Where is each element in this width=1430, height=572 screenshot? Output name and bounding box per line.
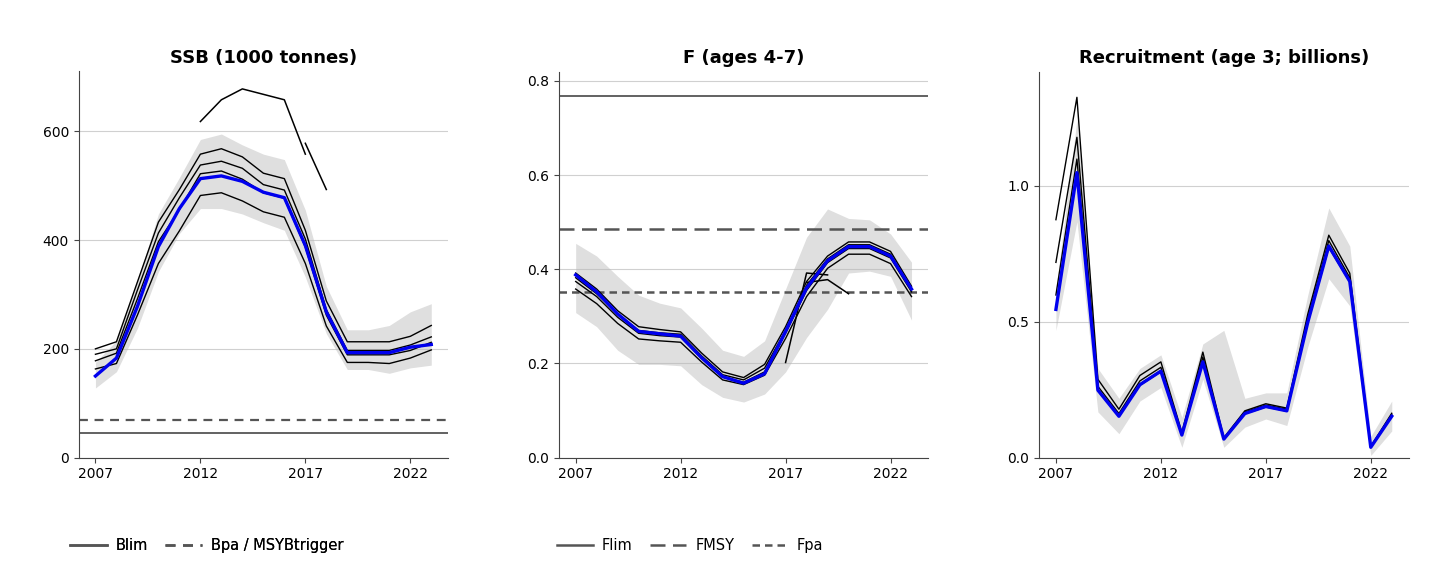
Title: SSB (1000 tonnes): SSB (1000 tonnes)	[170, 49, 358, 67]
Legend: Flim, FMSY, Fpa: Flim, FMSY, Fpa	[551, 533, 829, 559]
Title: F (ages 4-7): F (ages 4-7)	[684, 49, 804, 67]
Title: Recruitment (age 3; billions): Recruitment (age 3; billions)	[1078, 49, 1369, 67]
Legend: Blim, Bpa / MSYBtrigger: Blim, Bpa / MSYBtrigger	[64, 533, 349, 559]
